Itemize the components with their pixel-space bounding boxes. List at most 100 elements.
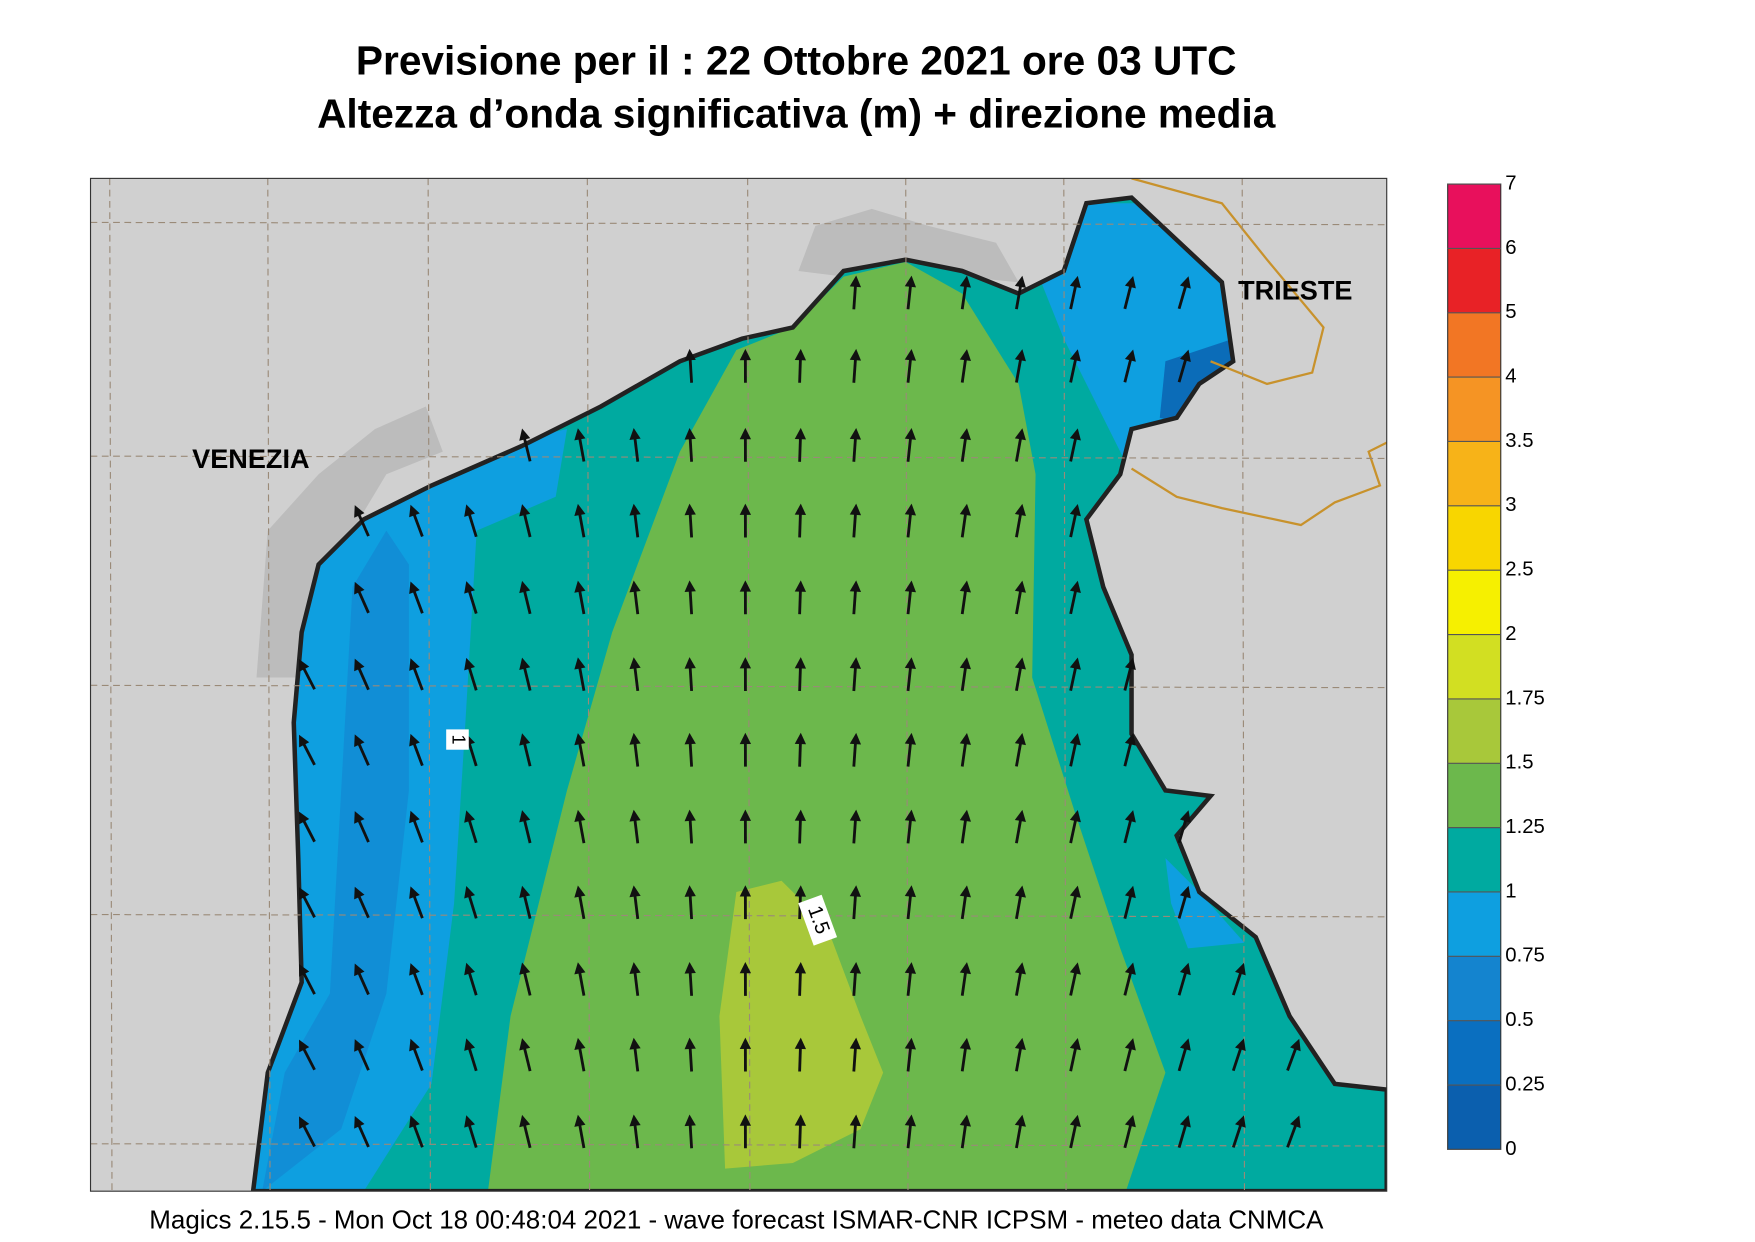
arrow xyxy=(1014,733,1026,767)
arrow xyxy=(904,657,917,692)
arrow-head xyxy=(629,809,641,822)
grid-line xyxy=(90,1143,1387,1147)
arrow-head xyxy=(354,886,365,900)
arrow-head xyxy=(684,657,696,669)
arrow-head xyxy=(684,580,696,593)
arrow xyxy=(354,1115,370,1148)
arrow-head xyxy=(684,1114,696,1127)
arrow-head xyxy=(904,809,917,822)
contour-label: 1 xyxy=(449,735,469,745)
arrow-head xyxy=(739,657,752,669)
colorbar-label: 6 xyxy=(1505,237,1516,259)
arrow xyxy=(959,809,971,844)
arrow xyxy=(519,810,532,844)
arrow xyxy=(904,732,917,767)
arrow-head xyxy=(849,275,862,288)
map xyxy=(90,178,1387,1192)
colorbar-label: 5 xyxy=(1505,301,1516,323)
arrow xyxy=(1231,962,1246,996)
colorbar-label: 2.5 xyxy=(1505,559,1533,581)
arrow-head xyxy=(739,503,752,515)
arrow-head xyxy=(574,962,586,975)
arrow-head xyxy=(904,503,917,516)
arrow-head xyxy=(299,963,310,977)
arrow-head xyxy=(904,428,917,440)
arrow xyxy=(739,580,752,615)
arrow xyxy=(519,1114,532,1149)
arrow-head xyxy=(299,659,310,672)
arrow xyxy=(574,428,586,462)
arrow-head xyxy=(739,427,752,440)
arrow xyxy=(849,275,862,310)
arrow-head xyxy=(1124,276,1136,289)
arrow xyxy=(1014,1114,1026,1149)
arrow xyxy=(299,811,316,843)
colorbar-label: 0 xyxy=(1505,1138,1516,1160)
arrow xyxy=(574,580,586,615)
arrow-head xyxy=(354,734,365,747)
arrow xyxy=(739,427,752,462)
grid-line xyxy=(90,684,1387,689)
arrow xyxy=(1069,275,1081,310)
arrow xyxy=(1014,275,1026,310)
label-bg xyxy=(798,894,838,946)
arrow xyxy=(684,732,696,767)
arrow-head xyxy=(1014,1114,1026,1127)
arrow xyxy=(519,733,532,767)
arrow-head xyxy=(464,962,475,976)
arrow xyxy=(849,348,862,383)
arrow-head xyxy=(1069,1038,1081,1051)
arrow-head xyxy=(849,503,862,516)
arrow-head xyxy=(904,275,917,288)
arrow-head xyxy=(354,505,365,518)
arrow xyxy=(739,809,752,844)
colorbar: 0 0.25 0.5 0.75 1 1.25 1.5 1.75 2 2.5 3 3.5 4 5 6 7 xyxy=(1447,172,1545,1160)
arrow-head xyxy=(574,809,586,822)
arrow-head xyxy=(904,1114,917,1127)
colorbar-band xyxy=(1447,505,1501,571)
zone xyxy=(1165,858,1245,949)
colorbar-label: 1.75 xyxy=(1505,687,1545,709)
arrow xyxy=(1069,503,1081,538)
arrow xyxy=(519,580,532,615)
place-label: VENEZIA xyxy=(192,443,309,474)
arrow-head xyxy=(959,885,971,898)
arrow-head xyxy=(684,809,696,822)
colorbar-band xyxy=(1447,570,1501,635)
arrow-head xyxy=(1069,1114,1081,1128)
arrow-head xyxy=(1179,1115,1191,1128)
arrow xyxy=(849,1037,862,1072)
arrow xyxy=(409,733,424,767)
footer: Magics 2.15.5 - Mon Oct 18 00:48:04 2021… xyxy=(149,1205,1324,1235)
arrow-head xyxy=(739,1114,752,1126)
arrow xyxy=(959,732,971,767)
title: Previsione per il : 22 Ottobre 2021 ore … xyxy=(356,38,1237,84)
colorbar-label: 7 xyxy=(1505,172,1516,194)
arrows xyxy=(299,275,1301,1149)
arrow-head xyxy=(354,581,365,595)
arrow xyxy=(849,809,862,844)
arrow-head xyxy=(684,962,696,974)
arrow xyxy=(739,348,752,383)
arrow-head xyxy=(684,427,696,440)
arrow-head xyxy=(794,348,807,361)
arrow-head xyxy=(299,734,310,748)
arrow xyxy=(959,1037,971,1072)
arrow-head xyxy=(1069,733,1081,746)
arrow xyxy=(574,809,586,844)
arrow-head xyxy=(299,887,310,900)
arrow xyxy=(1177,810,1191,844)
arrow xyxy=(1014,657,1026,692)
arrow-head xyxy=(959,657,971,670)
arrow-head xyxy=(959,349,971,362)
arrow-head xyxy=(794,885,807,897)
colorbar-label: 0.25 xyxy=(1505,1073,1545,1095)
arrow-head xyxy=(1290,1115,1301,1129)
arrow xyxy=(464,504,478,538)
colorbar-band xyxy=(1447,1020,1501,1086)
arrow xyxy=(684,580,696,615)
arrow-head xyxy=(684,503,696,516)
arrow-head xyxy=(794,580,807,592)
arrow xyxy=(299,659,316,690)
arrow-head xyxy=(959,732,971,745)
